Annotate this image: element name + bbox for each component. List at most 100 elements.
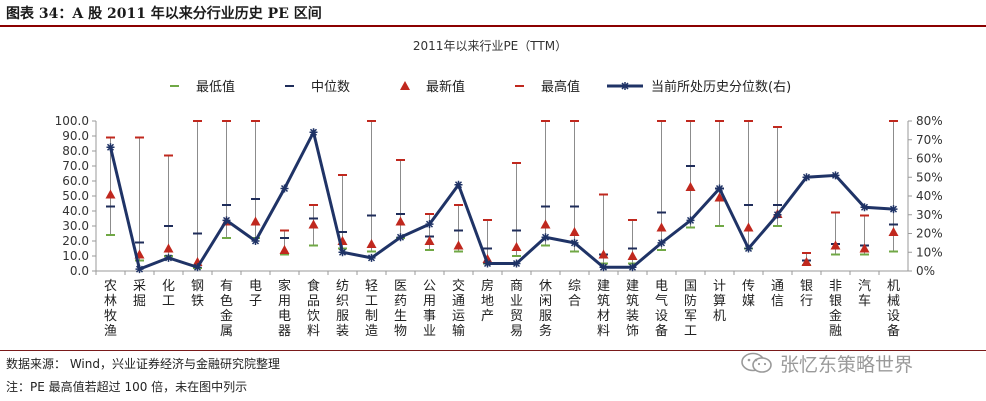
x-tick-label: 建筑材料 xyxy=(597,279,610,339)
x-tick-label-char: 银 xyxy=(829,294,842,309)
x-tick-label-char: 商 xyxy=(510,279,523,294)
max-marker xyxy=(309,204,318,206)
star-stroke xyxy=(454,181,463,189)
latest-marker xyxy=(424,236,435,245)
percentile-point xyxy=(454,180,463,189)
percentile-point xyxy=(860,203,869,212)
x-tick-label-char: 服 xyxy=(336,309,349,324)
x-tick-label-char: 铁 xyxy=(191,294,204,309)
x-tick-label-char: 饮 xyxy=(307,309,320,324)
median-marker xyxy=(367,214,376,217)
min-marker xyxy=(889,250,898,253)
min-marker xyxy=(106,234,115,236)
x-tick-label-char: 金 xyxy=(829,308,842,324)
percentile-point xyxy=(628,263,637,272)
min-marker xyxy=(135,259,144,262)
latest-marker xyxy=(105,189,116,199)
max-marker xyxy=(657,120,666,122)
x-tick-label-char: 筑 xyxy=(626,293,639,309)
x-tick-label-char: 机 xyxy=(887,279,900,294)
x-tick-label-char: 非 xyxy=(829,279,842,294)
x-tick-label-char: 生 xyxy=(394,309,407,324)
x-tick-label-char: 贸 xyxy=(510,309,523,324)
x-tick-label-char: 家 xyxy=(278,278,291,294)
percentile-point xyxy=(715,184,724,193)
x-tick-label-char: 业 xyxy=(423,324,436,339)
legend-swatch xyxy=(400,81,410,90)
y-tick-label-right: 60% xyxy=(916,152,943,166)
latest-marker xyxy=(627,251,638,260)
latest-marker xyxy=(540,219,551,229)
min-marker xyxy=(367,250,376,253)
star-stroke xyxy=(773,211,782,219)
y-tick-label-left: 40.0 xyxy=(62,204,89,218)
x-tick-label: 化工 xyxy=(162,279,175,309)
x-tick-label-char: 属 xyxy=(220,324,233,339)
max-marker xyxy=(773,126,782,128)
x-tick-label-char: 筑 xyxy=(597,293,610,309)
latest-marker xyxy=(743,222,754,232)
median-marker xyxy=(251,198,260,200)
x-tick-label: 交通运输 xyxy=(452,278,465,339)
min-marker xyxy=(686,226,695,229)
x-tick-label-char: 材 xyxy=(597,309,610,324)
median-marker xyxy=(164,225,173,227)
star-stroke xyxy=(744,244,753,253)
star-stroke xyxy=(280,184,289,193)
min-marker xyxy=(657,249,666,251)
x-tick-label: 医药生物 xyxy=(394,279,407,339)
median-marker xyxy=(222,204,231,206)
min-marker xyxy=(222,237,231,239)
star-stroke xyxy=(541,233,550,241)
percentile-point xyxy=(425,220,434,229)
x-tick-label-char: 气 xyxy=(655,293,668,309)
x-tick-label-char: 电 xyxy=(249,279,262,294)
legend-swatch xyxy=(515,85,524,87)
max-marker xyxy=(744,120,753,122)
star-stroke xyxy=(599,263,608,271)
percentile-point xyxy=(483,259,492,268)
data-source-note: 数据来源： Wind，兴业证券经济与金融研究院整理 xyxy=(6,357,280,371)
x-tick-label-char: 设 xyxy=(655,309,668,324)
x-tick-label-char: 食 xyxy=(307,278,320,294)
max-marker xyxy=(425,213,434,215)
star-stroke xyxy=(831,171,840,179)
min-marker xyxy=(715,225,724,227)
max-marker xyxy=(135,136,144,139)
x-tick-label-char: 化 xyxy=(162,279,175,294)
x-tick-label-char: 交 xyxy=(452,278,465,294)
max-marker xyxy=(483,219,492,221)
y-tick-label-right: 80% xyxy=(916,114,943,128)
x-tick-label-char: 掘 xyxy=(133,294,146,309)
x-tick-label-char: 电 xyxy=(278,309,291,324)
latest-marker xyxy=(511,242,522,251)
max-marker xyxy=(222,120,231,122)
x-tick-label-char: 输 xyxy=(452,323,465,339)
x-tick-label-char: 农 xyxy=(104,279,117,294)
x-tick-label-char: 织 xyxy=(336,294,349,309)
x-tick-label-char: 合 xyxy=(568,294,581,309)
x-tick-label-char: 媒 xyxy=(742,294,755,309)
median-marker xyxy=(512,229,521,232)
x-tick-label: 汽车 xyxy=(858,279,871,309)
percentile-point xyxy=(280,184,289,193)
y-tick-label-left: 70.0 xyxy=(62,159,89,173)
latest-marker xyxy=(279,245,290,254)
star-stroke xyxy=(135,265,144,273)
latest-marker xyxy=(859,243,870,253)
footer-divider xyxy=(0,350,986,351)
x-tick-label-char: 军 xyxy=(684,309,697,324)
legend-swatch xyxy=(285,85,294,87)
percentile-point xyxy=(541,233,550,242)
x-tick-label-char: 纺 xyxy=(336,279,349,294)
plot-area: 0.010.020.030.040.050.060.070.080.090.01… xyxy=(55,114,943,339)
median-marker xyxy=(541,205,550,208)
star-stroke xyxy=(889,205,898,213)
y-tick-label-left: 60.0 xyxy=(62,174,89,188)
x-tick-label: 国防军工 xyxy=(684,279,697,339)
y-tick-label-right: 70% xyxy=(916,133,943,147)
x-tick-label-char: 公 xyxy=(423,279,436,294)
min-marker xyxy=(773,225,782,227)
x-tick-label: 非银金融 xyxy=(829,279,842,339)
y-tick-label-right: 0% xyxy=(916,264,935,278)
